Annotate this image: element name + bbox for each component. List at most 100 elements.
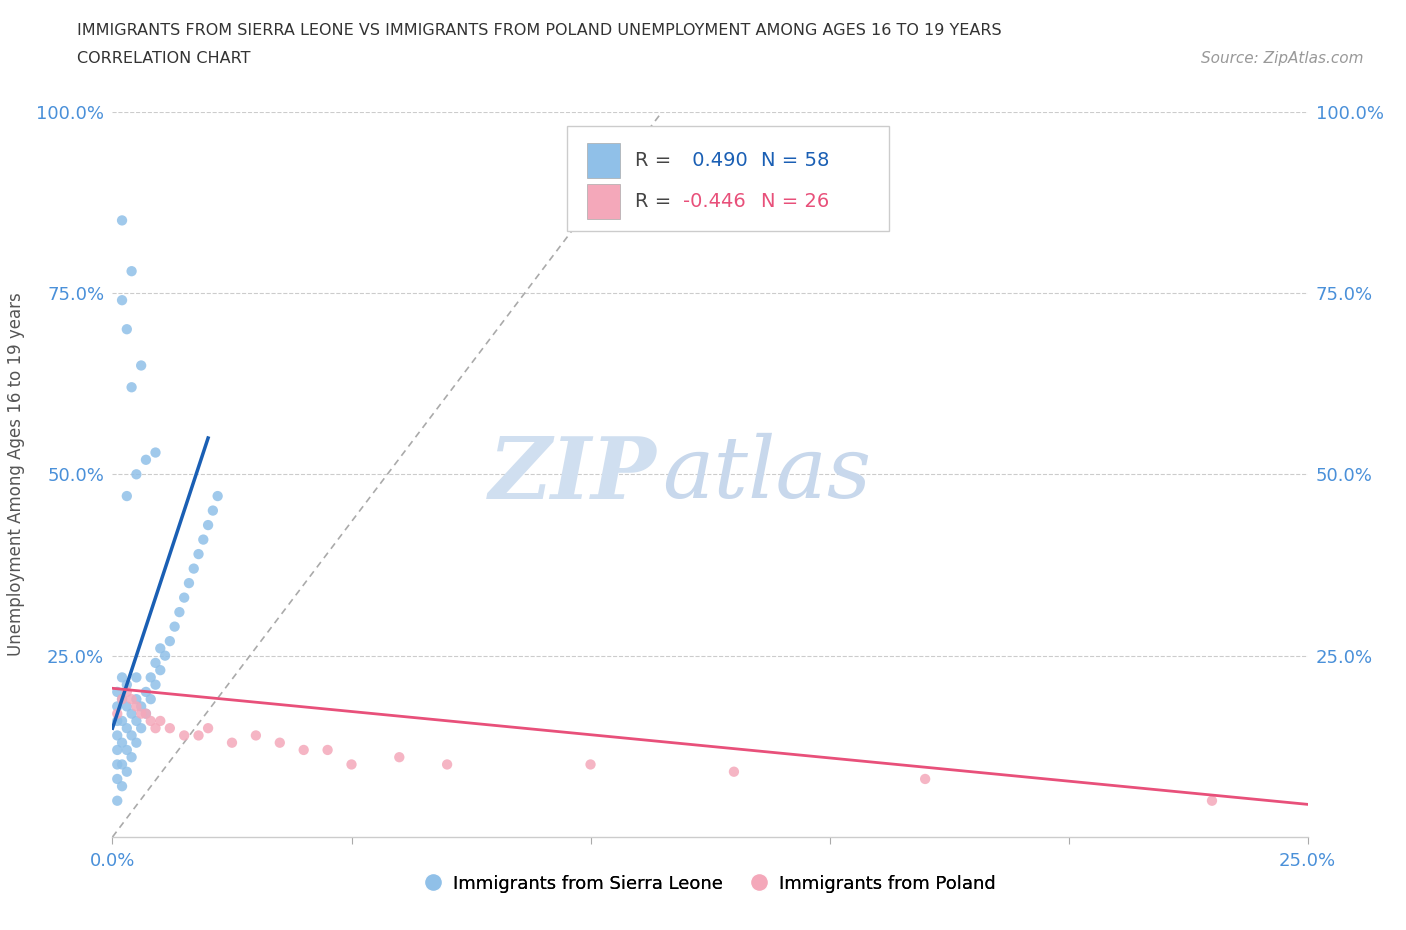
Point — [139, 670, 162, 684]
Point — [115, 699, 138, 714]
Point — [121, 706, 143, 721]
Text: ZIP: ZIP — [488, 432, 657, 516]
Point — [105, 742, 128, 757]
Point — [177, 576, 200, 591]
Point — [145, 445, 167, 460]
Point — [245, 728, 267, 743]
Point — [129, 699, 152, 714]
Point — [292, 742, 315, 757]
FancyBboxPatch shape — [567, 126, 890, 232]
Point — [197, 518, 219, 533]
Point — [723, 764, 745, 779]
Point — [105, 684, 128, 699]
Point — [111, 692, 134, 707]
Point — [340, 757, 363, 772]
Point — [111, 213, 134, 228]
Bar — [586, 184, 620, 219]
Point — [121, 379, 143, 394]
Point — [139, 713, 162, 728]
Point — [135, 706, 157, 721]
Point — [105, 728, 128, 743]
Point — [111, 692, 134, 707]
Point — [111, 713, 134, 728]
Point — [105, 793, 128, 808]
Point — [169, 604, 191, 619]
Point — [173, 728, 195, 743]
Point — [145, 721, 167, 736]
Point — [159, 633, 181, 648]
Point — [111, 757, 134, 772]
Point — [149, 641, 172, 656]
Point — [111, 293, 134, 308]
Text: atlas: atlas — [662, 433, 872, 515]
Point — [125, 736, 148, 751]
Point — [914, 772, 936, 787]
Point — [135, 706, 157, 721]
Point — [159, 721, 181, 736]
Point — [436, 757, 458, 772]
Point — [125, 699, 148, 714]
Point — [115, 322, 138, 337]
Point — [1201, 793, 1223, 808]
Point — [221, 736, 243, 751]
Point — [129, 358, 152, 373]
Point — [105, 713, 128, 728]
Point — [111, 670, 134, 684]
Text: Source: ZipAtlas.com: Source: ZipAtlas.com — [1201, 51, 1364, 66]
Point — [135, 684, 157, 699]
Point — [163, 619, 186, 634]
Point — [115, 677, 138, 692]
Point — [105, 757, 128, 772]
Point — [316, 742, 339, 757]
Point — [129, 706, 152, 721]
Point — [145, 656, 167, 671]
Point — [121, 728, 143, 743]
Point — [125, 670, 148, 684]
Point — [197, 721, 219, 736]
Text: R =: R = — [634, 151, 678, 169]
Point — [153, 648, 176, 663]
Point — [121, 264, 143, 279]
Point — [187, 547, 209, 562]
Text: 0.490: 0.490 — [686, 151, 754, 169]
Point — [187, 728, 209, 743]
Text: IMMIGRANTS FROM SIERRA LEONE VS IMMIGRANTS FROM POLAND UNEMPLOYMENT AMONG AGES 1: IMMIGRANTS FROM SIERRA LEONE VS IMMIGRAN… — [77, 23, 1002, 38]
Point — [125, 467, 148, 482]
Text: CORRELATION CHART: CORRELATION CHART — [77, 51, 250, 66]
Point — [115, 488, 138, 503]
Point — [121, 692, 143, 707]
Point — [125, 713, 148, 728]
Point — [111, 778, 134, 793]
Legend: Immigrants from Sierra Leone, Immigrants from Poland: Immigrants from Sierra Leone, Immigrants… — [418, 867, 1002, 900]
Point — [105, 706, 128, 721]
Point — [579, 757, 602, 772]
Point — [149, 713, 172, 728]
Point — [121, 750, 143, 764]
Point — [115, 742, 138, 757]
Point — [105, 772, 128, 787]
Y-axis label: Unemployment Among Ages 16 to 19 years: Unemployment Among Ages 16 to 19 years — [7, 292, 25, 657]
Text: N = 26: N = 26 — [762, 193, 830, 211]
Point — [135, 452, 157, 467]
Point — [139, 692, 162, 707]
Point — [111, 736, 134, 751]
Point — [145, 677, 167, 692]
Point — [115, 684, 138, 699]
Point — [269, 736, 291, 751]
Point — [149, 663, 172, 678]
Text: R =: R = — [634, 193, 678, 211]
Point — [207, 488, 229, 503]
Point — [115, 721, 138, 736]
Point — [115, 764, 138, 779]
Point — [193, 532, 215, 547]
Bar — [586, 143, 620, 178]
Text: N = 58: N = 58 — [762, 151, 830, 169]
Point — [388, 750, 411, 764]
Text: -0.446: -0.446 — [682, 193, 752, 211]
Point — [125, 692, 148, 707]
Point — [173, 591, 195, 605]
Point — [201, 503, 224, 518]
Point — [105, 699, 128, 714]
Point — [129, 721, 152, 736]
Point — [183, 561, 205, 576]
